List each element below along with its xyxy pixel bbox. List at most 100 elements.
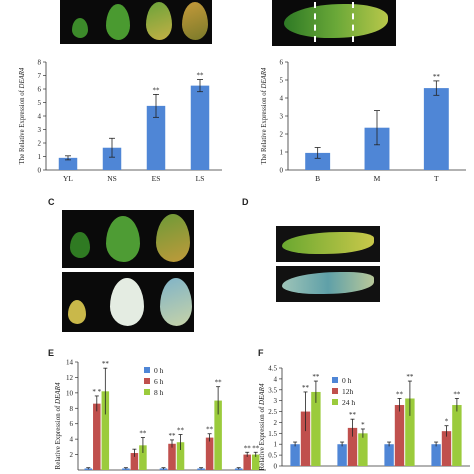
bar [405,398,415,466]
x-tick-label: YL [63,174,73,183]
y-tick-label: 1 [280,149,284,157]
bar [394,405,405,466]
y-tick-label: 5 [38,99,42,107]
significance-mark: ** [453,390,461,398]
y-tick-label: 4.5 [268,365,277,373]
leaf-c2 [106,216,140,262]
y-tick-label: 4 [70,436,74,444]
bar [139,445,147,470]
significance-mark: ** [139,430,147,438]
bar [130,453,139,470]
x-tick-label: T [434,174,439,183]
y-tick-label: 3 [38,126,42,134]
photo-d-bottom [276,266,380,302]
x-tick-label: M [374,174,381,183]
significance-mark: * * [92,388,101,396]
y-tick-label: 1.5 [268,430,277,438]
leaf-early-senescent [146,2,172,40]
bar [452,405,462,466]
significance-mark: ** [396,390,404,398]
leaf-c1 [70,232,90,258]
photo-c-bottom [62,272,194,332]
significance-mark: ** [302,384,310,392]
y-tick-label: 2 [274,419,278,427]
bar [146,105,166,170]
bar [347,427,358,466]
x-tick-label: NS [107,174,117,183]
legend-swatch [144,378,150,384]
bar [337,444,347,466]
y-tick-label: 4 [38,113,42,121]
y-tick-label: 0 [280,167,284,175]
bar [205,437,214,470]
y-tick-label: 10 [66,389,74,397]
bar [93,403,101,470]
leaf-c5 [110,278,144,326]
panel-letter-e: E [48,348,55,358]
bar [441,431,452,466]
photo-d-top [276,226,380,262]
y-tick-label: 3 [280,113,284,121]
leaf-d2 [282,272,374,294]
y-axis-label: Relative Expression of DEAR4 [258,383,266,470]
legend-label: 0 h [154,366,164,375]
y-tick-label: 2 [38,140,42,148]
x-tick-label: ES [152,174,161,183]
bar [122,468,130,470]
significance-mark: ** [206,426,214,434]
bar [300,411,311,466]
leaf-young [72,18,88,38]
y-tick-label: 1 [274,441,278,449]
bar [251,454,260,470]
leaf-sections [284,4,388,38]
bar [431,444,441,466]
leaf-c4 [68,300,86,324]
photo-c-top [62,210,194,268]
significance-mark: ** [252,444,260,452]
legend-swatch [332,377,338,383]
panel-letter-c: C [48,197,55,207]
bar [58,157,78,170]
significance-mark: ** [102,360,110,368]
y-tick-label: 12 [66,374,74,382]
y-tick-label: 3 [274,397,278,405]
bar [290,444,300,466]
bar [358,433,368,466]
y-tick-label: 6 [38,86,42,94]
photo-b-leaf [272,0,396,46]
legend-label: 0 h [342,376,352,385]
significance-mark: ** [433,73,441,81]
y-tick-label: 3.5 [268,386,277,394]
y-tick-label: 0 [38,167,42,175]
chart-b: 0 1 2 3 4 5 6 B M ** T The Relative Expression of D… [261,59,466,183]
bar [101,391,110,470]
y-tick-label: 2 [70,451,74,459]
significance-mark: ** [312,373,320,381]
leaf-c3 [156,214,190,262]
bar [176,442,185,470]
bar [214,400,222,470]
chart-f: 00.511.522.533.544.5**************0 h12h… [258,365,470,471]
significance-mark: * [445,418,449,426]
leaf-d1 [282,232,374,254]
significance-mark: ** [197,72,205,80]
legend-swatch [144,389,150,395]
y-axis-label: Relative Expression of DEAR4 [54,382,62,469]
legend-swatch [144,367,150,373]
section-divider [352,2,354,42]
significance-mark: ** [215,379,223,387]
significance-mark: ** [349,411,357,419]
bar [423,88,449,170]
bar [243,454,251,470]
y-tick-label: 5 [280,77,284,85]
y-tick-label: 8 [38,59,42,67]
bar [159,468,168,470]
significance-mark: * [361,421,365,429]
bar [84,468,93,470]
y-axis-label: The Relative Expression of DEAR4 [19,67,26,164]
leaf-late-senescent [182,2,208,40]
legend-label: 24 h [342,398,355,407]
y-tick-label: 0.5 [268,452,277,460]
legend-label: 6 h [154,377,164,386]
section-divider [314,2,316,42]
